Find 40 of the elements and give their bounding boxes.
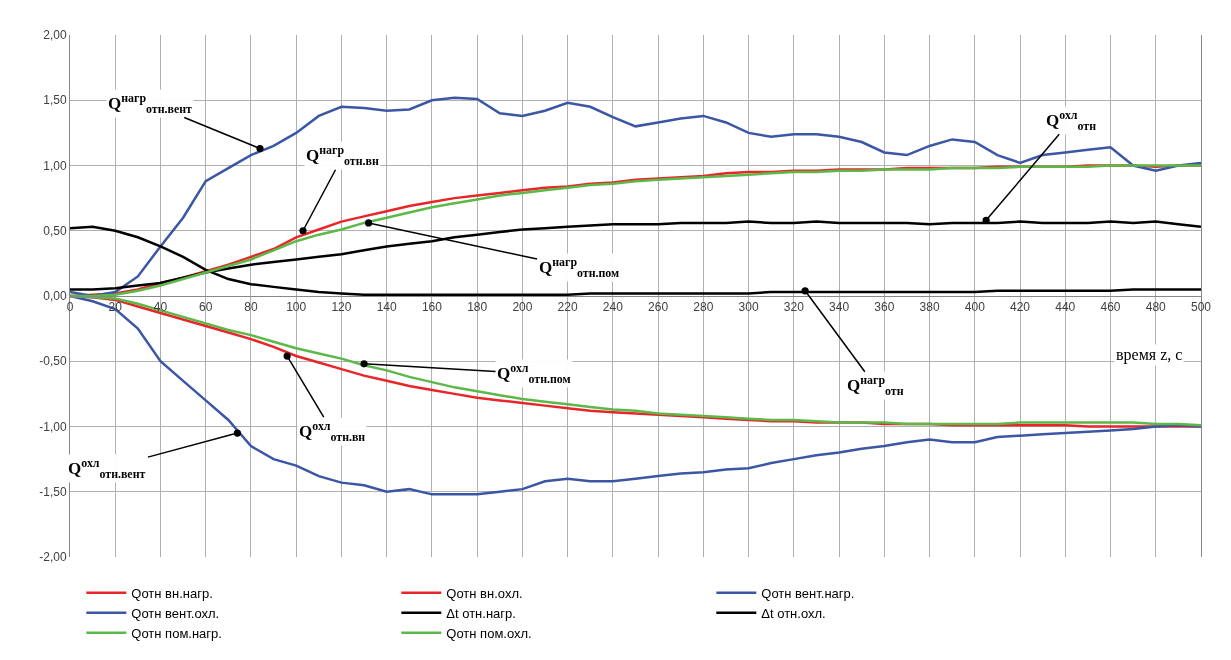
legend-label: Qотн вн.охл. (446, 585, 523, 601)
x-tick-label: 200 (512, 300, 533, 315)
y-tick-label: 2,00 (43, 28, 67, 43)
y-tick-label: 0,00 (43, 289, 67, 304)
x-tick-label: 280 (693, 300, 714, 315)
x-tick-label: 400 (964, 300, 986, 315)
legend-label: Qотн вент.нагр. (761, 585, 855, 601)
x-tick-label: 220 (557, 300, 578, 315)
x-tick-label: 300 (738, 300, 759, 315)
x-tick-label: 360 (874, 300, 895, 315)
legend-label: Qотн вн.нагр. (131, 585, 213, 601)
x-tick-label: 180 (467, 300, 488, 315)
x-tick-label: 340 (829, 300, 850, 315)
legend-label: Δt отн.охл. (761, 605, 826, 621)
x-tick-label: 140 (376, 300, 398, 315)
y-tick-label: -0,50 (39, 354, 67, 369)
legend-label: Qотн пом.охл. (446, 625, 532, 641)
legend-label: Δt отн.нагр. (446, 605, 516, 621)
x-tick-label: 120 (331, 300, 352, 315)
y-tick-label: 0,50 (43, 223, 67, 238)
x-tick-label: 80 (244, 300, 258, 315)
y-tick-label: -2,00 (39, 550, 67, 565)
x-tick-label: 60 (199, 300, 213, 315)
x-tick-label: 460 (1100, 300, 1121, 315)
x-tick-label: 380 (919, 300, 940, 315)
x-tick-label: 260 (648, 300, 669, 315)
x-tick-label: 240 (602, 300, 624, 315)
y-tick-label: -1,50 (39, 484, 67, 499)
x-tick-label: 420 (1010, 300, 1031, 315)
y-tick-label: 1,00 (43, 158, 67, 173)
y-tick-label: 1,50 (43, 93, 67, 108)
x-tick-label: 160 (421, 300, 443, 315)
y-tick-label: -1,00 (39, 419, 67, 434)
x-axis-title: время z, с (1116, 346, 1183, 364)
x-tick-label: 100 (286, 300, 307, 315)
x-tick-label: 480 (1145, 300, 1167, 315)
x-tick-label: 320 (783, 300, 805, 315)
legend-label: Qотн вент.охл. (131, 605, 220, 621)
x-tick-label: 440 (1055, 300, 1076, 315)
legend-label: Qотн пом.нагр. (131, 625, 222, 641)
